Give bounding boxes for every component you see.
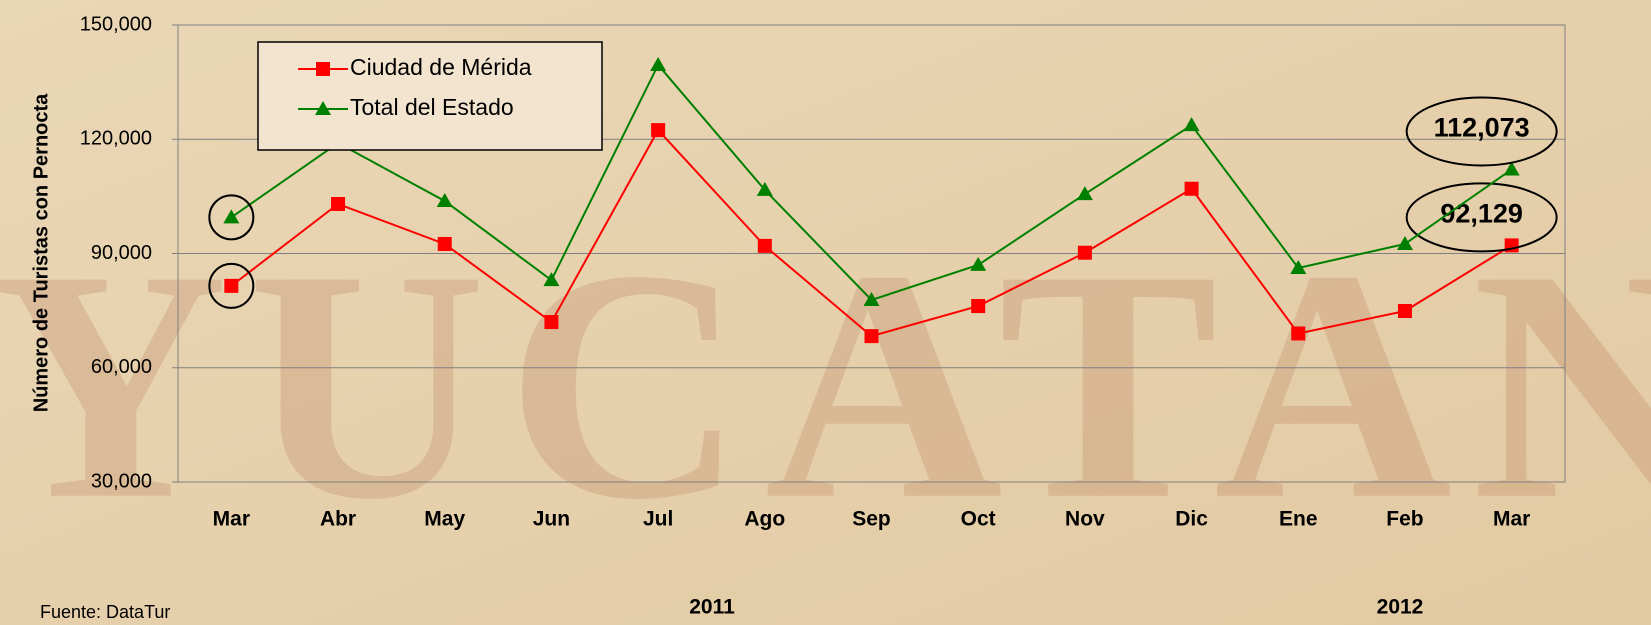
highlight-ellipse [1405, 96, 1558, 167]
highlight-circle [208, 194, 255, 241]
x-tick-label: Oct [961, 508, 996, 531]
x-tick-label: Mar [1493, 508, 1530, 531]
marker [1290, 259, 1307, 274]
legend-label: Total del Estado [350, 94, 514, 120]
marker [971, 299, 986, 314]
data-label: 112,073 [1434, 113, 1530, 143]
legend-box [257, 41, 603, 151]
y-axis-label: Número de Turistas con Pernocta [30, 93, 52, 412]
marker [1076, 186, 1093, 201]
marker [544, 315, 559, 330]
x-tick-label: May [424, 508, 465, 531]
highlight-circle [208, 262, 255, 309]
marker [543, 272, 560, 287]
marker [1184, 181, 1199, 196]
year-label: 2012 [1377, 596, 1424, 619]
x-tick-label: Mar [213, 508, 250, 531]
marker [223, 209, 240, 224]
x-tick-label: Jul [643, 508, 673, 531]
marker [436, 192, 453, 207]
x-tick-label: Nov [1065, 508, 1105, 531]
marker [1503, 161, 1520, 176]
marker [864, 329, 879, 344]
marker [1291, 326, 1306, 341]
data-label: 92,129 [1440, 199, 1523, 229]
marker [970, 256, 987, 271]
y-tick-label: 60,000 [91, 356, 152, 378]
marker [331, 196, 346, 211]
x-tick-label: Abr [320, 508, 356, 531]
y-tick-label: 150,000 [80, 13, 152, 35]
x-tick-label: Feb [1386, 508, 1423, 531]
marker [224, 278, 239, 293]
marker [1397, 304, 1412, 319]
legend-label: Ciudad de Mérida [350, 54, 532, 80]
marker [757, 238, 772, 253]
watermark: YUCATAN [0, 203, 1651, 568]
marker [1183, 117, 1200, 132]
marker [1077, 245, 1092, 260]
highlight-ellipse [1405, 182, 1558, 253]
marker [651, 123, 666, 138]
legend-marker [316, 62, 330, 76]
x-tick-label: Ago [744, 508, 785, 531]
marker [756, 181, 773, 196]
source: Fuente: DataTur [40, 602, 170, 622]
marker [1396, 235, 1413, 250]
y-tick-label: 30,000 [91, 470, 152, 492]
marker [863, 291, 880, 306]
x-tick-label: Ene [1279, 508, 1318, 531]
y-tick-label: 120,000 [80, 128, 152, 150]
marker [650, 56, 667, 71]
marker [437, 236, 452, 251]
x-tick-label: Jun [533, 508, 570, 531]
year-label: 2011 [689, 596, 735, 619]
x-tick-label: Dic [1175, 508, 1208, 531]
legend-marker [315, 101, 331, 115]
x-tick-label: Sep [852, 508, 891, 531]
y-tick-label: 90,000 [91, 242, 152, 264]
